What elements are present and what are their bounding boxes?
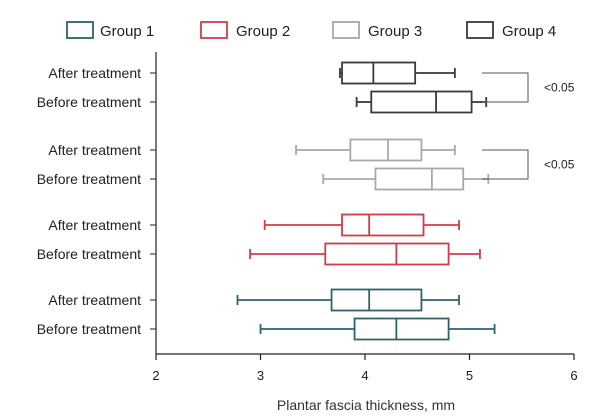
p-value-label: <0.05	[544, 158, 575, 172]
row-label: After treatment	[48, 65, 141, 81]
box-row: Before treatment	[37, 317, 496, 341]
row-label: Before treatment	[37, 171, 141, 187]
legend-label: Group 1	[100, 23, 154, 40]
iqr-box	[330, 288, 423, 312]
iqr-box	[370, 90, 473, 114]
iqr-box	[353, 317, 450, 341]
plot-area: After treatment Before treatment After tre…	[37, 61, 575, 341]
bracket-line	[482, 72, 529, 103]
iqr-box	[341, 213, 425, 237]
legend-item: Group 1	[66, 21, 154, 40]
bracket-line	[482, 149, 529, 180]
box-row: After treatment	[48, 288, 460, 312]
x-tick-label: 2	[152, 368, 159, 383]
iqr-box	[349, 138, 423, 162]
legend-item: Group 4	[466, 21, 556, 40]
iqr-box	[374, 167, 465, 191]
legend-swatch	[66, 21, 94, 39]
significance-bracket: <0.05	[482, 149, 575, 180]
box-row: Before treatment	[37, 167, 490, 191]
significance-bracket: <0.05	[482, 72, 575, 103]
x-axis-title: Plantar fascia thickness, mm	[277, 397, 455, 413]
row-label: Before treatment	[37, 321, 141, 337]
x-tick-label: 3	[257, 368, 264, 383]
row-label: After treatment	[48, 217, 141, 233]
legend-item: Group 3	[332, 21, 422, 40]
x-tick-label: 4	[361, 368, 368, 383]
row-label: After treatment	[48, 292, 141, 308]
legend-swatch	[332, 21, 360, 39]
legend-label: Group 4	[502, 23, 556, 40]
row-label: Before treatment	[37, 94, 141, 110]
box-row: After treatment	[48, 61, 456, 85]
iqr-box	[341, 61, 417, 85]
legend-label: Group 3	[368, 23, 422, 40]
row-label: After treatment	[48, 142, 141, 158]
legend-item: Group 2	[200, 21, 290, 40]
p-value-label: <0.05	[544, 81, 575, 95]
x-tick-label: 5	[466, 368, 473, 383]
iqr-box	[324, 242, 450, 266]
box-row: Before treatment	[37, 90, 488, 114]
box-row: Before treatment	[37, 242, 481, 266]
legend: Group 1 Group 2 Group 3 Group 4	[66, 21, 556, 40]
legend-label: Group 2	[236, 23, 290, 40]
x-tick-label: 6	[570, 368, 577, 383]
x-axis: 2 3 4 5 6	[152, 52, 578, 383]
legend-swatch	[466, 21, 494, 39]
row-label: Before treatment	[37, 246, 141, 262]
box-row: After treatment	[48, 213, 460, 237]
box-row: After treatment	[48, 138, 456, 162]
legend-swatch	[200, 21, 228, 39]
